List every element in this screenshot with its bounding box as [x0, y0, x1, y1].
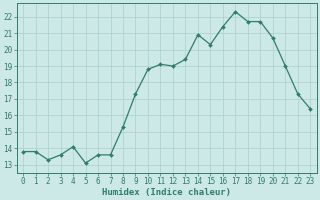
X-axis label: Humidex (Indice chaleur): Humidex (Indice chaleur) [102, 188, 231, 197]
